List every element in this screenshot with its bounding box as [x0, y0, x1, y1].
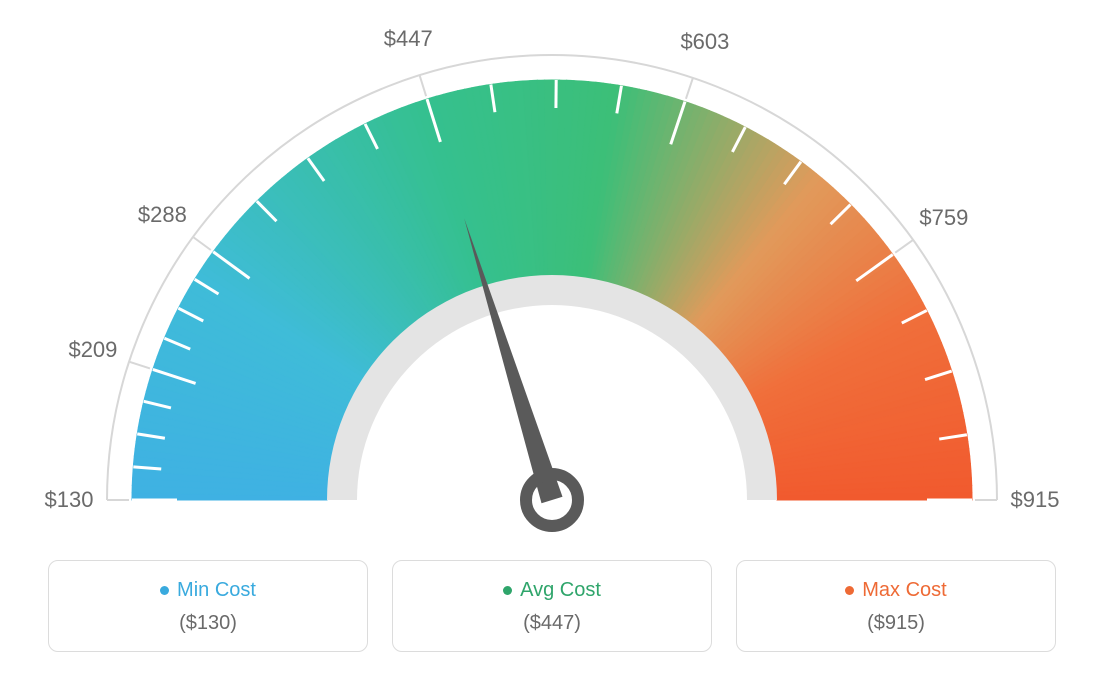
legend-label-avg: Avg Cost — [520, 579, 601, 602]
tick-label: $759 — [919, 205, 968, 231]
legend-value-max: ($915) — [747, 612, 1045, 635]
tick-label: $447 — [384, 26, 433, 52]
outer-tick — [895, 240, 913, 253]
dot-min — [160, 586, 169, 595]
tick-label: $603 — [680, 29, 729, 55]
outer-tick — [193, 237, 211, 250]
legend-title-max: Max Cost — [845, 579, 946, 602]
tick-label: $288 — [138, 202, 187, 228]
tick-label: $915 — [1011, 487, 1060, 513]
gauge-svg — [0, 0, 1104, 560]
legend-title-min: Min Cost — [160, 579, 256, 602]
legend-row: Min Cost ($130) Avg Cost ($447) Max Cost… — [0, 560, 1104, 652]
legend-value-min: ($130) — [59, 612, 357, 635]
legend-card-avg: Avg Cost ($447) — [392, 560, 712, 652]
legend-label-max: Max Cost — [862, 579, 946, 602]
outer-tick — [420, 75, 427, 96]
legend-card-max: Max Cost ($915) — [736, 560, 1056, 652]
outer-tick — [129, 362, 150, 369]
dot-max — [845, 586, 854, 595]
tick-label: $209 — [68, 337, 117, 363]
outer-tick — [686, 78, 693, 99]
dot-avg — [503, 586, 512, 595]
legend-label-min: Min Cost — [177, 579, 256, 602]
legend-card-min: Min Cost ($130) — [48, 560, 368, 652]
legend-value-avg: ($447) — [403, 612, 701, 635]
gauge-chart: $130 $209 $288 $447 $603 $759 $915 — [0, 0, 1104, 560]
tick-label: $130 — [45, 487, 94, 513]
legend-title-avg: Avg Cost — [503, 579, 601, 602]
